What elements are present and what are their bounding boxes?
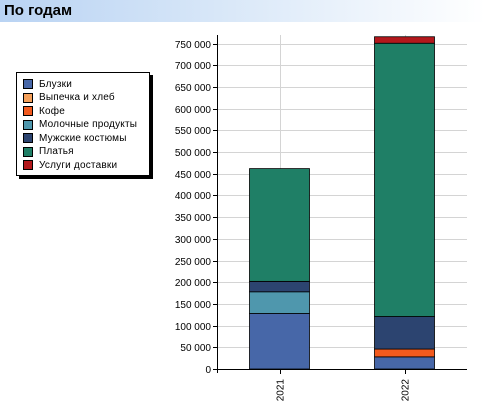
section-title: По годам xyxy=(4,2,73,19)
y-tick-label: 0 xyxy=(205,365,211,376)
bar-segment xyxy=(249,291,310,314)
legend-label: Кофе xyxy=(39,105,65,117)
x-tick-label: 2021 xyxy=(276,379,287,402)
legend-label: Молочные продукты xyxy=(39,119,138,130)
legend-swatch xyxy=(23,146,33,157)
y-tick-label: 150 000 xyxy=(175,300,212,311)
y-tick-label: 700 000 xyxy=(175,61,212,72)
y-tick-label: 400 000 xyxy=(175,191,212,202)
legend-label: Блузки xyxy=(39,78,73,90)
legend-item: Блузки xyxy=(23,78,72,90)
legend-label: Услуги доставки xyxy=(39,159,118,171)
legend-label: Выпечка и хлеб xyxy=(39,92,115,103)
bar-segment xyxy=(249,313,310,370)
bar-segment xyxy=(249,168,310,282)
y-tick-label: 300 000 xyxy=(175,235,212,246)
bar-segment xyxy=(374,316,435,350)
legend-item: Услуги доставки xyxy=(23,159,117,171)
bar-segment xyxy=(374,42,435,317)
y-tick-label: 450 000 xyxy=(175,170,212,181)
y-tick-label: 650 000 xyxy=(175,83,212,94)
bar-segment xyxy=(374,348,435,358)
bar-segment xyxy=(374,36,435,44)
y-tick-label: 250 000 xyxy=(175,257,212,268)
section-header: По годам xyxy=(0,0,485,22)
y-tick-label: 350 000 xyxy=(175,213,212,224)
y-tick-label: 600 000 xyxy=(175,105,212,116)
legend-swatch xyxy=(23,133,33,143)
y-tick-label: 750 000 xyxy=(175,40,212,51)
y-tick-label: 100 000 xyxy=(175,322,212,333)
legend-swatch xyxy=(23,92,33,103)
legend-item: Кофе xyxy=(23,105,65,117)
bar-segment xyxy=(374,356,435,370)
legend-item: Платья xyxy=(23,146,74,158)
legend-item: Молочные продукты xyxy=(23,119,137,131)
chart-legend: Блузки Выпечка и хлеб Кофе Молочные продукт… xyxy=(16,72,150,176)
y-tick-label: 550 000 xyxy=(175,126,212,137)
legend-swatch xyxy=(23,160,33,170)
y-tick-label: 200 000 xyxy=(175,278,212,289)
y-tick-label: 500 000 xyxy=(175,148,212,159)
legend-item: Выпечка и хлеб xyxy=(23,92,115,104)
bar-segment xyxy=(249,280,310,293)
legend-swatch xyxy=(23,119,33,130)
legend-item: Мужские костюмы xyxy=(23,132,127,144)
y-tick-label: 50 000 xyxy=(180,343,211,354)
legend-swatch xyxy=(23,106,33,116)
x-tick-label: 2022 xyxy=(401,379,412,402)
legend-label: Платья xyxy=(39,146,74,157)
legend-label: Мужские костюмы xyxy=(39,132,127,144)
legend-swatch xyxy=(23,79,33,89)
